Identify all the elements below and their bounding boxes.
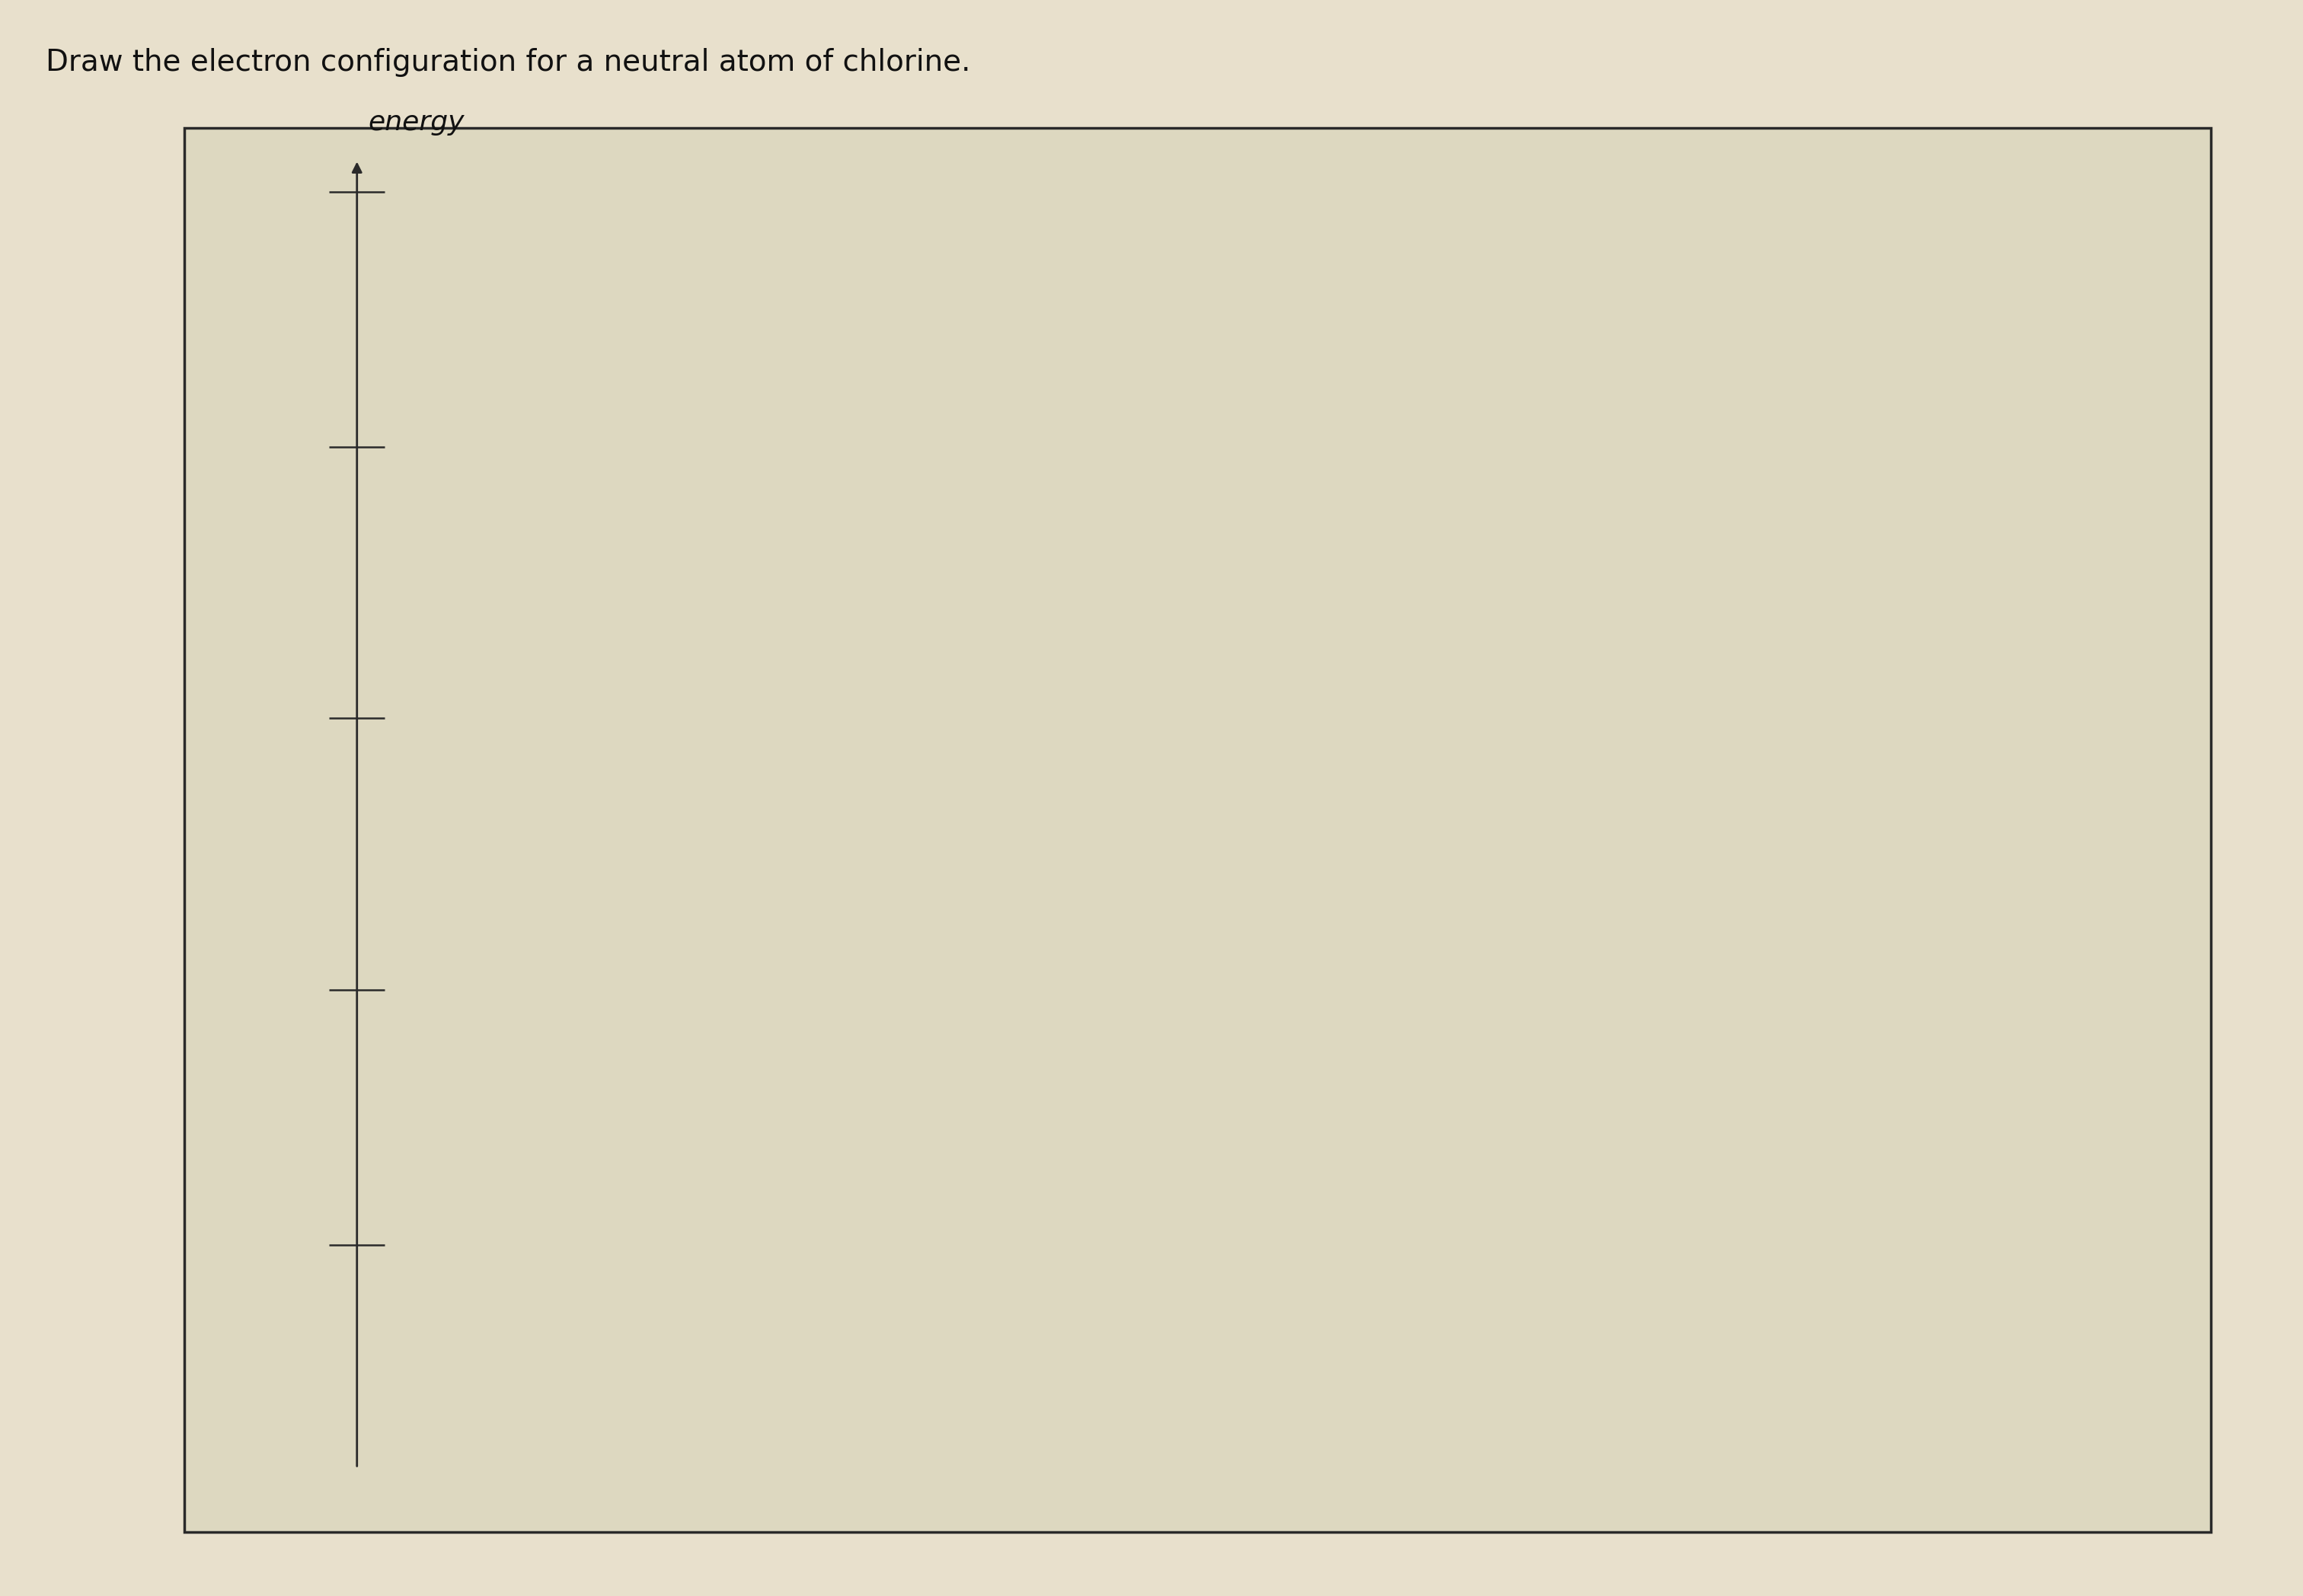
FancyBboxPatch shape xyxy=(184,128,2211,1532)
Text: energy: energy xyxy=(368,110,465,136)
Text: Draw the electron configuration for a neutral atom of chlorine.: Draw the electron configuration for a ne… xyxy=(46,48,972,77)
